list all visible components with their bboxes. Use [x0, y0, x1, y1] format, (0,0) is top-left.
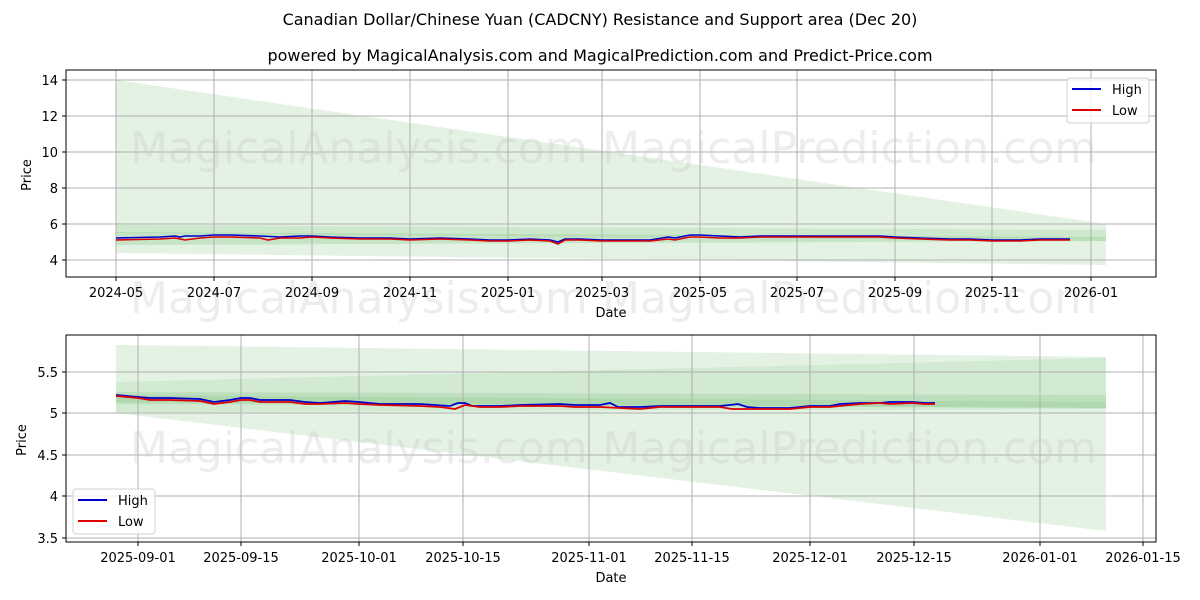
top-legend: High Low [1066, 77, 1150, 124]
bottom-xtick-label: 2025-12-15 [876, 551, 952, 566]
watermark-magicalanalysis-2: MagicalAnalysis.com [130, 273, 588, 324]
bottom-x-ticks [137, 542, 1144, 546]
bottom-xtick-label: 2025-10-01 [321, 551, 397, 566]
top-inner-band [116, 232, 1106, 245]
top-grid [66, 70, 1156, 277]
legend-low-label: Low [1112, 104, 1138, 119]
bottom-ytick-label: 5 [50, 407, 58, 422]
watermark-magicalprediction: MagicalPrediction.com [602, 123, 1097, 174]
bottom-high-line [115, 394, 935, 409]
bottom-ytick-label: 4.5 [37, 449, 58, 464]
top-ytick-label: 12 [41, 110, 58, 125]
top-xtick-label: 2026-01 [1064, 286, 1118, 301]
top-xtick-label: 2024-05 [89, 286, 143, 301]
bottom-ytick-label: 3.5 [37, 532, 58, 547]
top-xtick-label: 2025-05 [673, 286, 727, 301]
top-x-axis-label: Date [595, 306, 626, 321]
watermark-magicalanalysis: MagicalAnalysis.com [130, 123, 588, 174]
legend-high-label: High [118, 494, 148, 509]
top-y-ticks [62, 79, 66, 261]
bottom-axes-frame [65, 334, 1157, 543]
top-xtick-label: 2025-01 [481, 286, 535, 301]
chart-title: Canadian Dollar/Chinese Yuan (CADCNY) Re… [282, 10, 918, 29]
watermark-magicalanalysis-3: MagicalAnalysis.com [130, 423, 588, 474]
legend-low-label: Low [118, 515, 144, 530]
bottom-low-line [115, 395, 935, 410]
bottom-xtick-label: 2025-11-01 [551, 551, 627, 566]
top-chart: MagicalAnalysis.com MagicalPrediction.co… [20, 69, 1157, 324]
chart-subtitle: powered by MagicalAnalysis.com and Magic… [267, 46, 933, 65]
legend-high-label: High [1112, 83, 1142, 98]
top-ytick-label: 6 [50, 218, 58, 233]
top-ytick-label: 4 [50, 254, 58, 269]
bottom-y-axis-label: Price [15, 424, 30, 456]
bottom-xtick-label: 2026-01-01 [1002, 551, 1078, 566]
top-xtick-label: 2025-09 [868, 286, 922, 301]
top-high-line [115, 234, 1070, 243]
bottom-grid [66, 335, 1156, 542]
bottom-xtick-label: 2025-09-01 [100, 551, 176, 566]
bottom-x-axis-label: Date [595, 571, 626, 586]
top-low-line [115, 236, 1070, 245]
bottom-ytick-label: 4 [50, 490, 58, 505]
bottom-xtick-label: 2025-09-15 [203, 551, 279, 566]
top-y-axis-label: Price [20, 159, 35, 191]
top-xtick-label: 2024-11 [383, 286, 437, 301]
bottom-y-ticks [62, 371, 66, 539]
top-ytick-label: 14 [41, 74, 58, 89]
top-xtick-label: 2024-07 [187, 286, 241, 301]
top-xtick-label: 2025-07 [770, 286, 824, 301]
bottom-xtick-label: 2026-01-15 [1105, 551, 1181, 566]
top-wide-band [116, 80, 1106, 265]
top-xtick-label: 2025-11 [965, 286, 1019, 301]
bottom-xtick-label: 2025-11-15 [654, 551, 730, 566]
bottom-chart: MagicalAnalysis.com MagicalPrediction.co… [15, 334, 1181, 586]
watermark-magicalprediction-2: MagicalPrediction.com [602, 273, 1097, 324]
top-axes-frame [65, 69, 1157, 278]
bottom-legend: High Low [72, 488, 156, 535]
bottom-ytick-label: 5.5 [37, 366, 58, 381]
top-ytick-label: 10 [41, 146, 58, 161]
bottom-xtick-label: 2025-12-01 [772, 551, 848, 566]
bottom-xtick-label: 2025-10-15 [425, 551, 501, 566]
top-x-ticks [115, 277, 1092, 281]
bottom-outer-band [116, 345, 1106, 531]
top-xtick-label: 2024-09 [285, 286, 339, 301]
watermark-magicalprediction-3: MagicalPrediction.com [602, 423, 1097, 474]
top-xtick-label: 2025-03 [575, 286, 629, 301]
top-ytick-label: 8 [50, 182, 58, 197]
